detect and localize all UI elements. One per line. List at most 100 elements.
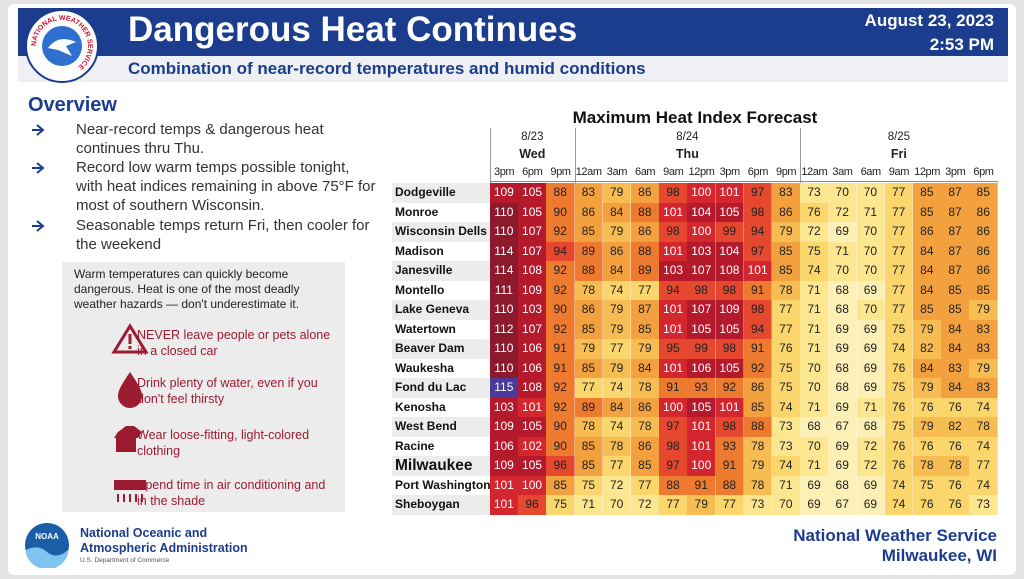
heat-index: 105 (518, 417, 547, 437)
heat-index: 84 (602, 397, 632, 417)
heat-index: 74 (602, 280, 632, 300)
heat-index: 77 (772, 300, 801, 320)
heat-index: 100 (687, 456, 717, 476)
heat-index: 110 (490, 339, 519, 359)
tip: Wear loose-fitting, light-colored clothi… (137, 428, 310, 458)
heat-index: 109 (518, 280, 547, 300)
heat-index: 84 (913, 261, 942, 281)
heat-index: 77 (884, 183, 914, 203)
heat-index: 94 (743, 222, 773, 242)
heat-index: 67 (828, 417, 858, 437)
heat-index: 71 (800, 319, 829, 339)
noaa-logo: NOAA (25, 523, 69, 568)
location: Lake Geneva (392, 300, 490, 320)
heat-index: 78 (574, 417, 604, 437)
department: U.S. Department of Commerce (80, 557, 170, 564)
location: Montello (392, 280, 490, 300)
heat-index: 77 (574, 378, 604, 398)
heat-index: 78 (743, 436, 773, 456)
heat-index: 78 (772, 280, 801, 300)
heat-index: 86 (969, 222, 999, 242)
heat-index: 89 (631, 261, 660, 281)
heat-index: 110 (490, 202, 519, 222)
heat-index: 68 (856, 417, 886, 437)
heat-index: 69 (856, 280, 886, 300)
heat-index: 79 (602, 300, 632, 320)
day-name: Fri (890, 147, 907, 161)
heat-index: 70 (856, 261, 886, 281)
heat-index: 83 (574, 183, 604, 203)
tip-icons (111, 323, 149, 502)
heat-index: 83 (969, 378, 999, 398)
heat-index: 101 (490, 475, 519, 495)
heat-index: 101 (687, 417, 717, 437)
heat-index: 76 (884, 456, 914, 476)
day-date: 8/23 (521, 131, 544, 143)
heat-index: 69 (828, 339, 858, 359)
heat-index: 69 (856, 339, 886, 359)
heat-index: 85 (941, 280, 970, 300)
heat-index: 101 (659, 241, 688, 261)
header-bar (18, 8, 1008, 56)
heat-index: 99 (715, 222, 745, 242)
heat-index: 79 (969, 300, 999, 320)
location: Wisconsin Dells (392, 222, 490, 242)
heat-index: 74 (772, 397, 801, 417)
heat-index: 101 (659, 319, 688, 339)
heat-index: 72 (856, 436, 886, 456)
heat-index: 109 (490, 456, 519, 476)
heat-index: 85 (969, 183, 999, 203)
heat-index: 75 (772, 358, 801, 378)
heat-index: 73 (743, 495, 773, 515)
heat-index: 86 (631, 183, 660, 203)
office: National Weather Service (793, 526, 997, 545)
time-label: 6pm (973, 166, 994, 178)
heat-index: 71 (800, 397, 829, 417)
heat-index: 76 (884, 358, 914, 378)
heat-index: 98 (715, 339, 745, 359)
heat-index: 84 (602, 202, 632, 222)
heat-index: 85 (913, 300, 942, 320)
time-label: 12pm (914, 166, 941, 178)
heat-index: 70 (856, 241, 886, 261)
heat-index: 87 (941, 241, 970, 261)
heat-index: 100 (687, 222, 717, 242)
heat-index: 75 (884, 417, 914, 437)
heat-index: 74 (969, 436, 999, 456)
heat-index: 86 (602, 241, 632, 261)
location: Fond du Lac (392, 378, 490, 398)
bullet: Seasonable temps return Fri, then cooler… (76, 217, 370, 253)
heat-index: 75 (884, 378, 914, 398)
heat-index: 76 (941, 436, 970, 456)
heat-index: 85 (772, 241, 801, 261)
heat-index: 102 (518, 436, 547, 456)
heat-index: 86 (574, 202, 604, 222)
heat-index: 77 (884, 280, 914, 300)
heat-index: 106 (490, 436, 519, 456)
heat-index: 78 (631, 417, 660, 437)
noaa-logo-text: NOAA (35, 532, 59, 541)
heat-index: 83 (772, 183, 801, 203)
heat-index: 74 (602, 417, 632, 437)
heat-index: 75 (884, 319, 914, 339)
heat-index: 71 (800, 339, 829, 359)
heat-index: 70 (856, 222, 886, 242)
heat-index: 72 (856, 456, 886, 476)
heat-index: 68 (828, 378, 858, 398)
day-name: Thu (675, 147, 699, 161)
heat-index: 101 (659, 300, 688, 320)
heat-index: 92 (546, 261, 576, 281)
heat-index: 75 (913, 475, 942, 495)
heat-index: 101 (715, 397, 745, 417)
heat-index: 69 (856, 475, 886, 495)
heat-index: 109 (490, 183, 519, 203)
subtitle: Combination of near-record temperatures … (128, 59, 646, 78)
heat-index: 69 (828, 397, 858, 417)
heat-index: 79 (631, 339, 660, 359)
heat-index: 101 (687, 436, 717, 456)
location: Waukesha (392, 358, 490, 378)
heat-index: 67 (828, 495, 858, 515)
heat-index: 86 (574, 300, 604, 320)
heat-index: 71 (856, 202, 886, 222)
time-label: 9am (663, 166, 684, 178)
